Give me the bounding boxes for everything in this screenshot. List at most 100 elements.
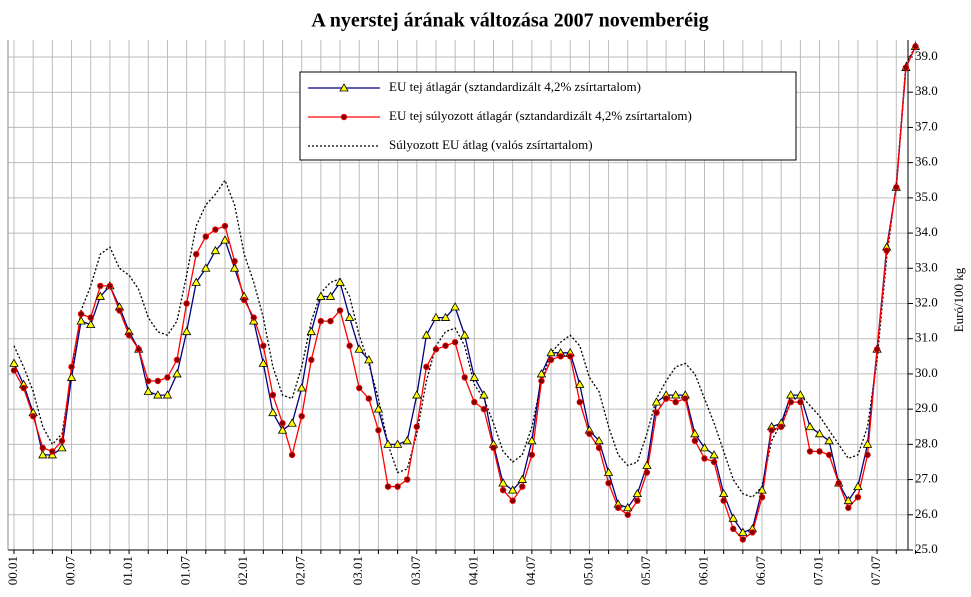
marker [575,379,585,388]
marker [651,397,662,406]
marker [450,302,460,311]
marker [699,443,710,452]
marker [797,398,804,406]
x-tick-label: 01.07 [178,556,193,586]
y-tick-label: 35.0 [915,189,938,204]
marker [624,511,631,518]
marker [413,423,420,430]
marker [739,536,747,543]
series-layer [9,41,920,543]
marker [346,342,353,349]
marker [442,342,449,349]
marker [528,451,536,459]
marker [97,282,104,290]
marker [912,43,919,50]
marker [153,390,163,399]
marker [547,356,555,364]
marker [498,478,508,487]
marker [519,483,526,490]
marker [49,448,56,455]
marker [709,450,719,459]
marker [605,479,612,487]
marker [258,358,269,367]
marker [327,317,334,325]
marker [451,339,459,346]
marker [288,451,296,459]
marker [57,443,67,452]
marker [29,412,37,420]
y-tick-label: 36.0 [915,154,938,169]
marker [76,316,86,325]
marker [402,436,412,445]
marker [403,476,411,483]
marker [576,398,584,406]
marker [805,421,815,431]
x-tick-label: 05.01 [580,556,595,585]
marker [536,369,547,378]
marker [210,245,221,255]
marker [308,356,315,364]
marker [279,420,286,427]
marker [125,331,133,339]
marker [845,504,852,511]
marker [662,395,670,402]
y-tick-label: 30.0 [915,365,938,380]
marker [316,291,326,300]
marker [269,391,277,399]
marker [490,444,497,452]
marker [344,312,355,321]
marker [135,346,142,353]
y-tick-label: 26.0 [915,506,938,521]
y-tick-label: 39.0 [915,48,938,63]
marker [220,235,230,244]
marker [835,479,842,487]
marker [373,404,384,413]
marker [39,444,46,452]
x-tick-label: 07.07 [868,556,883,586]
chart-title: A nyerstej árának változása 2007 novembe… [311,10,708,32]
x-tick-label: 01.01 [120,556,135,585]
marker [172,369,182,378]
marker [778,423,785,430]
marker [95,291,105,300]
marker [671,390,681,399]
marker [728,513,738,522]
marker [603,467,614,476]
marker [298,412,305,420]
marker [720,497,727,504]
marker [614,504,622,511]
marker [145,377,152,385]
marker [690,428,700,438]
marker [221,222,229,230]
marker [682,395,689,402]
marker [691,437,699,445]
marker [250,314,257,321]
marker [643,469,651,476]
marker [461,374,468,381]
marker [757,485,767,494]
marker [191,277,201,286]
marker [421,330,432,339]
marker [364,355,374,364]
y-tick-label: 34.0 [915,224,938,239]
y-tick-label: 38.0 [915,83,938,98]
y-tick-label: 28.0 [915,435,938,450]
marker [365,395,373,402]
y-tick-label: 27.0 [915,471,938,486]
marker [642,460,652,469]
marker [86,319,96,329]
marker [507,485,518,494]
marker [843,495,854,505]
marker [883,247,890,254]
y-tick-label: 33.0 [915,259,938,274]
marker [412,390,422,399]
marker [672,398,679,406]
marker [824,436,834,445]
marker [786,390,796,399]
marker [183,300,190,307]
marker [634,497,641,504]
marker [297,383,307,392]
x-tick-label: 02.07 [293,556,308,586]
marker [260,342,267,349]
